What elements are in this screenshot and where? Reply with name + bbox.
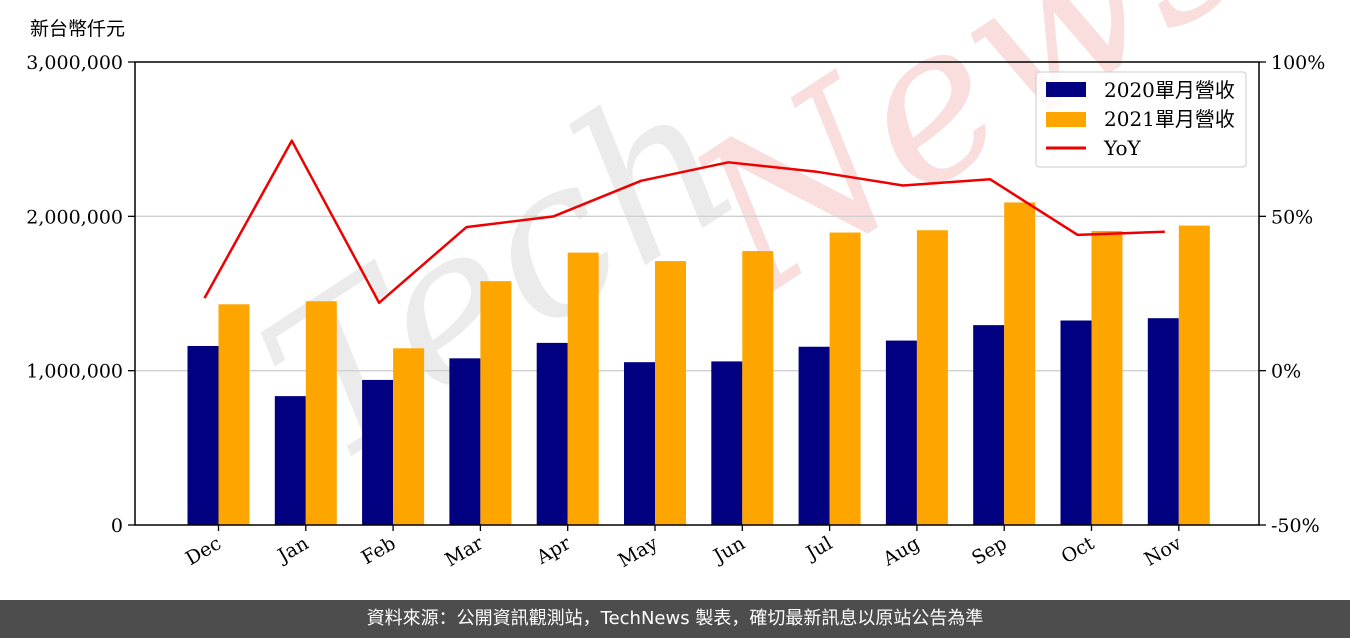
- y-tick-label: 2,000,000: [26, 206, 123, 228]
- bar-2021: [218, 304, 250, 525]
- axes: [134, 61, 1260, 526]
- x-tick-label: Jun: [708, 532, 749, 568]
- y-tick-label: 1,000,000: [26, 361, 123, 383]
- bar-2020: [624, 362, 655, 525]
- x-tick-label: Oct: [1058, 532, 1099, 568]
- x-tick-label: Jan: [273, 532, 313, 568]
- y-axis-unit-label: 新台幣仟元: [30, 18, 126, 40]
- source-footer: 資料來源：公開資訊觀測站，TechNews 製表，確切最新訊息以原站公告為準: [0, 600, 1350, 638]
- y2-axis-ticks: -50% 0% 50% 100%: [1259, 52, 1325, 537]
- bar-2020: [187, 345, 219, 525]
- legend-swatch-2020: [1046, 82, 1086, 97]
- bar-2021: [1004, 202, 1036, 525]
- bars: [187, 202, 1210, 526]
- x-tick-label: Mar: [441, 532, 487, 571]
- bar-2020: [973, 325, 1005, 525]
- bar-2021: [567, 252, 599, 525]
- bar-2021: [829, 232, 861, 525]
- x-axis-ticks: Dec Jan Feb Mar Apr May Jun Jul Aug Sep Oct Nov: [182, 525, 1186, 572]
- bar-2021: [305, 301, 337, 525]
- bar-2021: [655, 261, 686, 525]
- bar-2020: [798, 346, 830, 525]
- bar-2020: [711, 361, 743, 525]
- bar-2020: [885, 340, 917, 525]
- yoy-line-group: [203, 139, 1165, 305]
- x-tick-label: Nov: [1141, 532, 1186, 571]
- bar-2020: [362, 379, 394, 525]
- x-tick-label: Dec: [182, 532, 225, 570]
- y2-tick-label: -50%: [1271, 515, 1320, 537]
- y2-tick-label: 100%: [1271, 52, 1325, 74]
- y-axis-ticks: 0 1,000,000 2,000,000 3,000,000: [26, 52, 135, 537]
- plot-frame: [134, 61, 1260, 526]
- bar-2020: [449, 358, 481, 525]
- bar-2020: [1147, 318, 1179, 525]
- bar-2020: [536, 342, 568, 525]
- bar-2021: [1178, 225, 1210, 526]
- x-tick-label: May: [615, 532, 662, 572]
- legend-label-2021: 2021單月營收: [1104, 107, 1235, 131]
- x-tick-label: Aug: [879, 532, 924, 571]
- bar-2021: [1091, 230, 1123, 525]
- bar-2021: [916, 230, 948, 525]
- x-tick-label: Sep: [968, 532, 1011, 569]
- legend-label-yoy: YoY: [1103, 136, 1142, 160]
- legend-box: [1035, 71, 1247, 168]
- legend-label-2020: 2020單月營收: [1104, 78, 1235, 102]
- bar-2021: [742, 251, 774, 525]
- x-tick-label: Jul: [801, 532, 836, 565]
- yoy-line: [203, 139, 1165, 305]
- x-tick-label: Feb: [358, 532, 400, 569]
- y2-tick-label: 50%: [1271, 206, 1313, 228]
- y-tick-label: 3,000,000: [26, 52, 123, 74]
- bar-2020: [274, 396, 306, 525]
- y-tick-label: 0: [111, 515, 123, 537]
- bar-2021: [393, 348, 425, 525]
- legend-swatch-2021: [1046, 112, 1086, 127]
- bar-2021: [480, 281, 512, 525]
- x-tick-label: Apr: [532, 532, 575, 569]
- legend: 2020單月營收 2021單月營收 YoY: [1035, 71, 1247, 168]
- y2-tick-label: 0%: [1271, 361, 1301, 383]
- bar-2020: [1060, 320, 1092, 525]
